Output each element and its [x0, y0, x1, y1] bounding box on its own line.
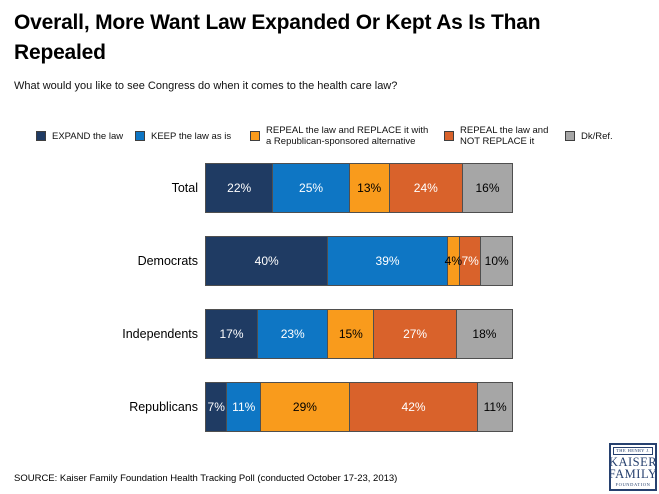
row-label: Independents — [122, 327, 198, 341]
logo-line-family: FAMILY — [608, 466, 658, 481]
legend-swatch — [565, 131, 575, 141]
survey-question: What would you like to see Congress do w… — [14, 80, 398, 92]
legend-item: EXPAND the law — [36, 120, 123, 152]
bar-segment: 25% — [273, 164, 350, 212]
chart-row: Total 22% 25% 13% 24% 16% — [0, 163, 659, 213]
segment-value: 18% — [472, 327, 497, 341]
bar-segment: 11% — [227, 383, 262, 431]
segment-value: 7% — [461, 254, 479, 268]
legend-swatch — [444, 131, 454, 141]
bar-segment: 10% — [481, 237, 512, 285]
segment-value: 16% — [475, 181, 500, 195]
row-label: Republicans — [129, 400, 198, 414]
bar-segment: 7% — [206, 383, 228, 431]
legend-item: REPEAL the law and REPLACE it with a Rep… — [250, 120, 428, 152]
segment-value: 23% — [280, 327, 305, 341]
bar-segment: 7% — [459, 237, 482, 285]
bar-segment: 22% — [206, 164, 274, 212]
segment-value: 22% — [227, 181, 252, 195]
bar-segment: 27% — [374, 310, 457, 358]
chart-row: Republicans 7% 11% 29% 42% 11% — [0, 382, 659, 432]
segment-value: 40% — [254, 254, 279, 268]
segment-value: 39% — [375, 254, 400, 268]
legend-label: EXPAND the law — [52, 130, 124, 142]
segment-value: 42% — [401, 400, 426, 414]
bar-segment: 16% — [463, 164, 512, 212]
legend-label: Dk/Ref. — [581, 130, 613, 142]
legend-label: REPEAL the law and REPLACE it with a Rep… — [266, 125, 429, 147]
page-title: Overall, More Want Law Expanded Or Kept … — [14, 11, 541, 64]
legend-swatch — [135, 131, 145, 141]
bar-segment: 4% — [444, 237, 463, 285]
logo-line-kaiser: KAISER — [608, 454, 658, 469]
bar-segment: 24% — [389, 164, 464, 212]
legend-item: REPEAL the law and NOT REPLACE it — [444, 120, 548, 152]
bar: 40% 39% 4% 7% 10% — [205, 236, 513, 286]
bar-segment: 39% — [328, 237, 448, 285]
legend-label: KEEP the law as is — [151, 130, 232, 142]
kaiser-family-foundation-logo: THE HENRY J. KAISER FAMILY FOUNDATION — [609, 443, 657, 491]
legend-swatch — [250, 131, 260, 141]
bar-segment: 15% — [328, 310, 375, 358]
legend-item: KEEP the law as is — [135, 120, 231, 152]
bar-segment: 40% — [206, 237, 329, 285]
bar-segment: 17% — [206, 310, 259, 358]
source-note: SOURCE: Kaiser Family Foundation Health … — [14, 473, 398, 484]
legend-swatch — [36, 131, 46, 141]
segment-value: 13% — [357, 181, 382, 195]
bar-segment: 11% — [478, 383, 512, 431]
segment-value: 10% — [484, 254, 509, 268]
bar: 17% 23% 15% 27% 18% — [205, 309, 513, 359]
row-label: Total — [171, 181, 198, 195]
legend-item: Dk/Ref. — [565, 120, 613, 152]
bar-segment: 23% — [258, 310, 329, 358]
bar: 22% 25% 13% 24% 16% — [205, 163, 513, 213]
segment-value: 17% — [219, 327, 244, 341]
segment-value: 7% — [207, 400, 225, 414]
bar-segment: 18% — [456, 310, 512, 358]
logo-line-foundation: FOUNDATION — [615, 481, 651, 487]
segment-value: 11% — [483, 400, 507, 414]
stacked-bar-chart: Total 22% 25% 13% 24% 16% Democrats 40% 39% 4% 7% 1… — [0, 163, 659, 455]
legend-label: REPEAL the law and NOT REPLACE it — [460, 125, 549, 147]
segment-value: 24% — [413, 181, 438, 195]
segment-value: 27% — [403, 327, 428, 341]
row-label: Democrats — [137, 254, 198, 268]
bar-segment: 13% — [349, 164, 390, 212]
segment-value: 4% — [444, 254, 463, 268]
bar: 7% 11% 29% 42% 11% — [205, 382, 513, 432]
bar-segment: 29% — [261, 383, 350, 431]
segment-value: 11% — [232, 400, 256, 414]
logo-line-henry: THE HENRY J. — [613, 446, 653, 455]
segment-value: 29% — [292, 400, 317, 414]
chart-row: Independents 17% 23% 15% 27% 18% — [0, 309, 659, 359]
chart-legend: EXPAND the law KEEP the law as is REPEAL t… — [0, 120, 659, 152]
segment-value: 25% — [299, 181, 324, 195]
chart-row: Democrats 40% 39% 4% 7% 10% — [0, 236, 659, 286]
bar-segment: 42% — [349, 383, 479, 431]
segment-value: 15% — [338, 327, 363, 341]
